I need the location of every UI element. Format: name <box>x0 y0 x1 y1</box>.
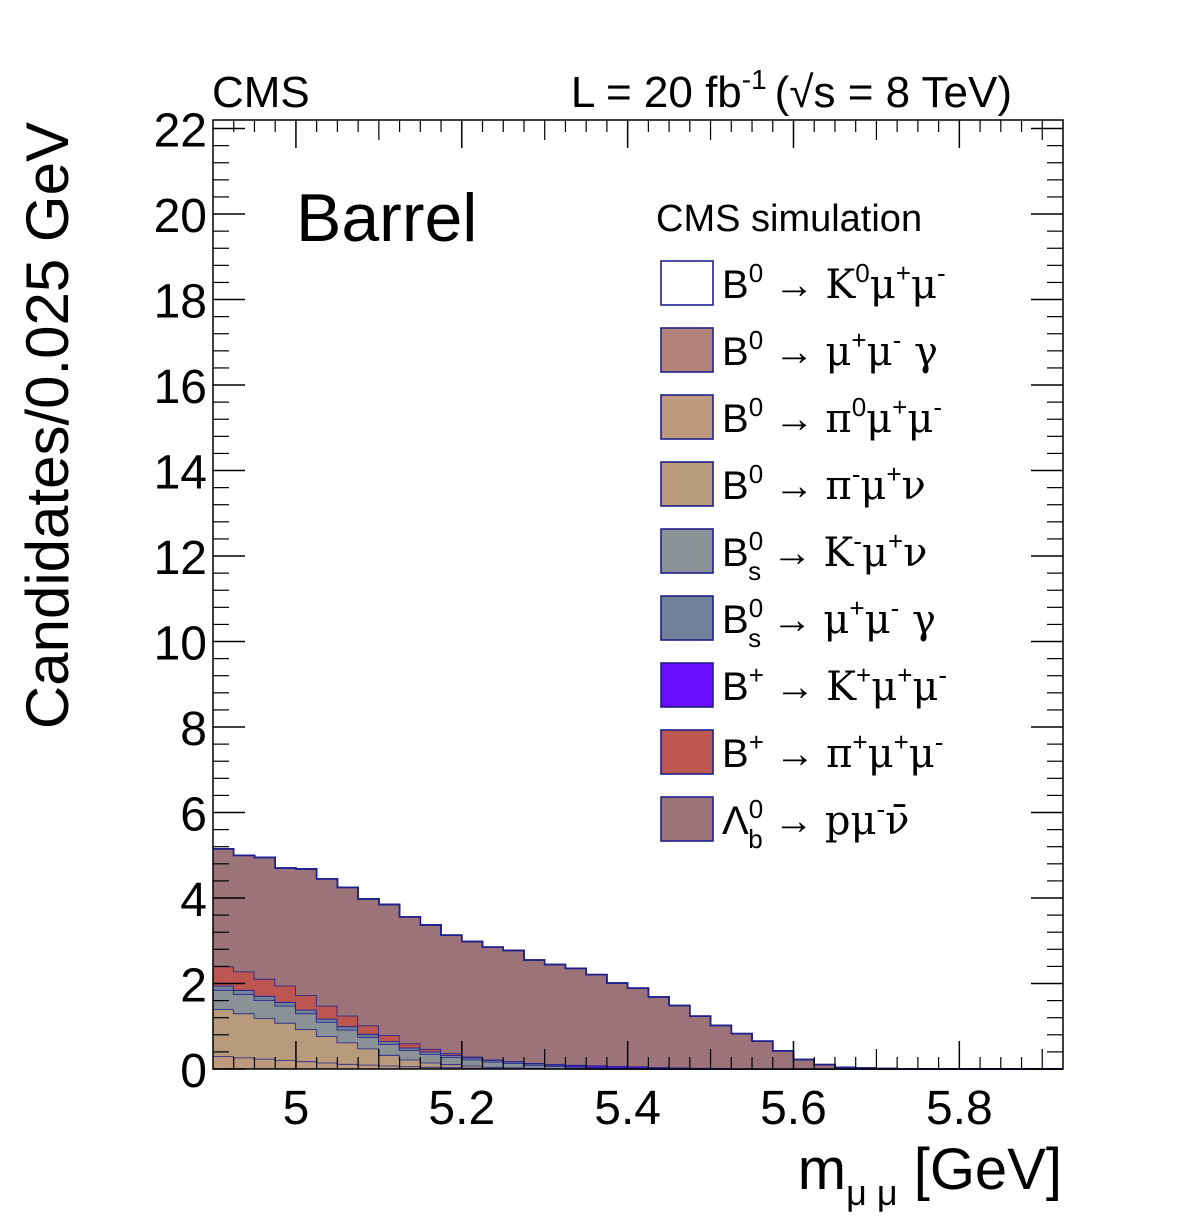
y-tick-label: 14 <box>154 447 207 500</box>
axes: 0 2 4 6 8 10 12 14 16 18 20 22 5 5.2 5.4 5.6 5.8 <box>154 105 1063 1135</box>
x-label-subscript: μ μ <box>846 1172 898 1213</box>
header-luminosity: L = 20 fb-1 (√s = 8 TeV) <box>571 64 1012 117</box>
x-tick-label: 5 <box>283 1082 310 1135</box>
legend-label: B0s → μ+​μ-​ γ <box>722 593 936 653</box>
legend-swatch <box>660 796 714 842</box>
x-tick-label: 5.6 <box>760 1082 827 1135</box>
legend-parent-sup: 0 <box>749 593 763 623</box>
histogram-outline-b0-k0-mu-mu- <box>213 848 1063 1070</box>
y-tick-label: 6 <box>180 789 207 842</box>
legend-swatch <box>660 260 714 306</box>
legend-parent-sup: 0 <box>749 258 763 288</box>
legend-swatch <box>660 595 714 641</box>
plot-frame <box>212 119 1064 1070</box>
legend-entry: Λ0b → pμ-​ν̄ <box>660 794 910 854</box>
histogram-stack <box>213 848 1063 1070</box>
legend: B0 → K0​μ+​μ-​ B0 → μ+​μ-​ γ B0 → π0​μ+​μ-… <box>660 258 947 854</box>
y-tick-label: 16 <box>154 361 207 414</box>
region-label: Barrel <box>296 180 477 256</box>
y-tick-label: 22 <box>154 105 207 158</box>
x-label-unit: [GeV] <box>898 1137 1062 1202</box>
legend-entry: B0 → μ+​μ-​ γ <box>660 325 938 375</box>
legend-parent-sup: 0 <box>749 526 763 556</box>
energy-text: s = 8 TeV) <box>813 68 1012 117</box>
legend-label: B0 → π-​μ+​ν <box>722 459 926 509</box>
legend-entry: B+ → π+​μ+​μ-​ <box>660 727 943 777</box>
legend-parent-sup: 0 <box>749 794 763 824</box>
legend-label: B0s → K-​μ+​ν <box>722 526 927 586</box>
legend-label: B0 → K0​μ+​μ-​ <box>722 258 946 308</box>
energy-open: ( <box>775 68 790 117</box>
legend-entry: B+ → K+​μ+​μ-​ <box>660 660 947 710</box>
sqrt-sign: √ <box>789 68 814 117</box>
x-tick-label: 5.4 <box>594 1082 661 1135</box>
legend-parent-sup: + <box>749 727 764 757</box>
y-tick-label: 4 <box>180 874 207 927</box>
histogram-lb0-p-mu-nubar <box>213 848 1063 1069</box>
legend-entry: B0 → π0​μ+​μ-​ <box>660 392 942 442</box>
legend-label: B+ → π+​μ+​μ-​ <box>722 727 943 777</box>
legend-swatch <box>660 394 714 440</box>
legend-swatch <box>660 662 714 708</box>
x-tick-label: 5.2 <box>428 1082 495 1135</box>
legend-parent-sup: + <box>749 660 764 690</box>
header-experiment: CMS <box>212 68 310 117</box>
legend-entry: B0 → K0​μ+​μ-​ <box>660 258 946 308</box>
legend-parent-sub: b <box>748 824 762 854</box>
y-tick-label: 2 <box>180 960 207 1013</box>
y-axis-label: Candidates/0.025 GeV <box>14 122 81 729</box>
legend-parent-sup: 0 <box>749 325 763 355</box>
legend-parent-sup: 0 <box>749 459 763 489</box>
legend-parent-sub: s <box>748 556 761 586</box>
y-tick-label: 12 <box>154 532 207 585</box>
legend-label: B0 → π0​μ+​μ-​ <box>722 392 942 442</box>
lumi-exponent: -1 <box>742 64 767 95</box>
legend-swatch <box>660 729 714 775</box>
legend-label: Λ0b → pμ-​ν̄ <box>722 794 910 854</box>
legend-label: B+ → K+​μ+​μ-​ <box>722 660 947 710</box>
histogram-b0-pi0-mu-mu- <box>213 1056 1063 1069</box>
lumi-text: L = 20 fb <box>571 68 742 117</box>
legend-entry: B0 → π-​μ+​ν <box>660 459 926 509</box>
legend-parent-sup: 0 <box>749 392 763 422</box>
y-tick-label: 8 <box>180 703 207 756</box>
legend-swatch <box>660 327 714 373</box>
x-axis-label: mμ μ [GeV] <box>798 1137 1062 1213</box>
legend-entry: B0s → K-​μ+​ν <box>660 526 927 586</box>
y-tick-label: 20 <box>154 190 207 243</box>
y-tick-label: 0 <box>180 1045 207 1098</box>
legend-swatch <box>660 528 714 574</box>
legend-title: CMS simulation <box>656 198 922 240</box>
legend-label: B0 → μ+​μ-​ γ <box>722 325 938 375</box>
x-tick-label: 5.8 <box>926 1082 993 1135</box>
legend-parent-sub: s <box>748 623 761 653</box>
y-tick-label: 10 <box>154 618 207 671</box>
legend-entry: B0s → μ+​μ-​ γ <box>660 593 936 653</box>
y-tick-label: 18 <box>154 276 207 329</box>
x-label-main: m <box>798 1137 846 1202</box>
legend-swatch <box>660 461 714 507</box>
